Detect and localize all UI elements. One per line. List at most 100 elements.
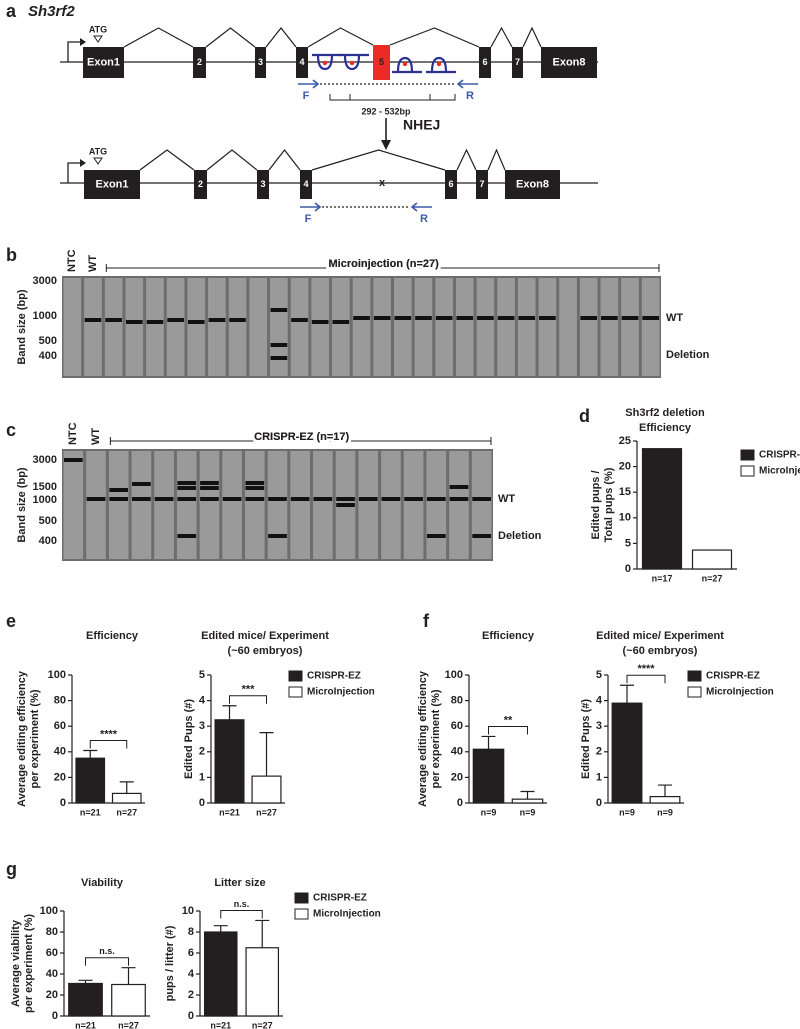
gel-band — [449, 485, 469, 489]
x-tick-label: n=21 — [210, 1020, 231, 1029]
gel-lane — [600, 278, 619, 376]
gel-band — [177, 481, 197, 485]
bar — [611, 702, 643, 804]
chart-title: Efficiency — [86, 630, 139, 642]
significance-label: *** — [242, 684, 256, 696]
bar — [203, 931, 238, 1017]
chart-title: Edited mice/ Experiment — [596, 630, 724, 642]
gel-band — [125, 320, 143, 324]
exon-label: 4 — [299, 57, 304, 67]
gel-band — [336, 497, 355, 501]
atg-label: ATG — [89, 24, 107, 34]
error-bar — [119, 781, 134, 794]
legend-swatch — [288, 686, 303, 698]
y-tick-label: 100 — [48, 669, 66, 681]
ladder-label: 400 — [39, 535, 57, 547]
gel-band — [580, 316, 598, 320]
chart-title: Efficiency — [482, 630, 535, 642]
splice-line — [123, 27, 194, 48]
gel-band — [177, 486, 197, 490]
gel-lane — [222, 451, 242, 559]
y-tick-label: 4 — [596, 695, 603, 707]
gel-band — [477, 316, 494, 320]
error-bar — [121, 967, 136, 985]
error-bar — [620, 684, 634, 704]
group-label: CRISPR-EZ (n=17) — [254, 431, 349, 443]
legend-swatch — [740, 465, 755, 477]
significance-bracket — [229, 695, 267, 704]
legend-label: MicroInjection — [706, 687, 774, 698]
y-tick-label: 0 — [60, 797, 66, 809]
legend-label: CRISPR-EZ — [313, 893, 367, 904]
gel-band — [132, 497, 151, 501]
exon-label: Exon8 — [516, 178, 549, 190]
gel-band — [200, 497, 219, 501]
gel-band — [313, 497, 333, 501]
y-tick-label: 80 — [46, 926, 58, 938]
gel-band — [404, 497, 423, 501]
exon-label: 2 — [198, 179, 203, 189]
exon-label: 5 — [379, 57, 384, 67]
guide-rna — [339, 53, 369, 71]
bar — [649, 795, 681, 804]
gel-lane — [146, 278, 164, 376]
error-bar — [259, 732, 274, 777]
y-tick-label: 20 — [619, 461, 631, 473]
error-bar — [78, 979, 93, 984]
gel-band — [472, 534, 491, 538]
gel-lane — [199, 451, 220, 559]
lane-label: NTC — [66, 249, 78, 272]
primer-f — [300, 202, 322, 212]
error-bar — [213, 925, 228, 932]
gel-lane — [176, 451, 197, 559]
gel-lane — [313, 451, 333, 559]
y-tick-label: 60 — [46, 947, 58, 959]
primer-r — [410, 202, 432, 212]
y-tick-label: 5 — [625, 537, 631, 549]
gel-band — [270, 308, 288, 312]
deleted-exon-mark: x — [379, 177, 386, 189]
significance-bracket — [626, 674, 666, 684]
splice-line — [456, 148, 477, 171]
y-axis-title: Edited Pups (#) — [580, 699, 592, 779]
x-tick-label: n=27 — [256, 807, 277, 817]
exon — [255, 47, 266, 78]
gel-band — [245, 497, 265, 501]
chart-title: Sh3rf2 deletion — [625, 407, 705, 419]
x-tick-label: n=9 — [520, 807, 536, 817]
legend-swatch — [294, 908, 309, 920]
x-tick-label: n=21 — [75, 1020, 96, 1029]
group-bracket — [109, 437, 492, 445]
gel-lane — [131, 451, 152, 559]
panel-letter: e — [6, 611, 16, 631]
significance-bracket — [220, 909, 263, 919]
gel-lane — [125, 278, 144, 376]
group-bracket — [105, 264, 660, 272]
gel-band — [394, 316, 412, 320]
exon — [194, 170, 207, 199]
legend-label: MicroInjection — [307, 687, 375, 698]
y-axis-title: per experiment (%) — [430, 689, 442, 788]
tss-arrowhead — [80, 159, 86, 167]
bar — [245, 947, 280, 1017]
gel-lane — [63, 451, 84, 559]
exon-label: 2 — [197, 57, 202, 67]
legend-label: MicroInjection — [759, 466, 800, 477]
gel-band — [109, 497, 129, 501]
gel-lane — [449, 451, 469, 559]
ladder-label: 3000 — [33, 275, 57, 287]
y-tick-label: 5 — [199, 669, 205, 681]
exon-label: 3 — [260, 179, 265, 189]
y-axis-title: Average editing efficiency — [417, 670, 429, 807]
pam-mark — [349, 60, 355, 66]
gel-lane — [621, 278, 639, 376]
error-bar — [255, 919, 270, 948]
gel-band — [105, 318, 122, 322]
gel-lane — [84, 278, 102, 376]
gel-lane — [471, 451, 492, 559]
bar — [691, 549, 733, 570]
gel-band — [332, 320, 350, 324]
gel-lane — [244, 451, 265, 559]
gel-band — [268, 497, 287, 501]
gel-band — [311, 320, 329, 324]
